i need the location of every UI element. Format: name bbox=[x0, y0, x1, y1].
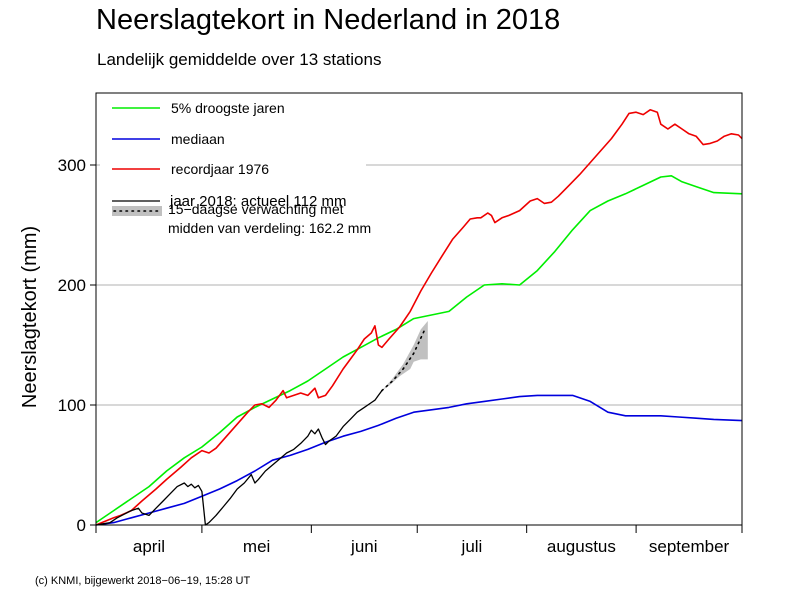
forecast-band bbox=[381, 321, 428, 391]
forecast-layer bbox=[381, 321, 428, 392]
plot-frame bbox=[95, 92, 743, 526]
y-tick-label: 100 bbox=[58, 396, 86, 415]
y-tick-label: 0 bbox=[77, 516, 86, 535]
axis-layer: 0 100 200 300 april mei juni juli augustus septem… bbox=[58, 156, 743, 556]
y-tick-label: 200 bbox=[58, 276, 86, 295]
legend-label-0: 5% droogste jaren bbox=[171, 100, 285, 116]
x-tick-label: juni bbox=[350, 537, 377, 556]
legend-swatch-forecast bbox=[112, 206, 162, 216]
legend-label-1: mediaan bbox=[171, 131, 225, 147]
series-line-0 bbox=[95, 175, 743, 524]
x-tick-label: september bbox=[649, 537, 730, 556]
series-line-3 bbox=[95, 390, 383, 526]
legend-label-forecast: 15−daagse verwachting met bbox=[168, 201, 344, 217]
y-tick-label: 300 bbox=[58, 156, 86, 175]
legend: 5% droogste jaren mediaan recordjaar 1976 j… bbox=[100, 96, 371, 241]
footer-note: (c) KNMI, bijgewerkt 2018−06−19, 15:28 U… bbox=[35, 575, 251, 587]
legend-label-forecast-line2: midden van verdeling: 162.2 mm bbox=[168, 220, 371, 236]
series-layer bbox=[95, 109, 743, 526]
x-tick-label: augustus bbox=[547, 537, 616, 556]
forecast-median-line bbox=[381, 329, 426, 392]
x-tick-label: april bbox=[133, 537, 165, 556]
legend-label-3: jaar 2018: actueel 112 mm bbox=[169, 193, 347, 210]
x-tick-label: juli bbox=[461, 537, 483, 556]
chart-subtitle: Landelijk gemiddelde over 13 stations bbox=[97, 50, 382, 69]
x-tick-label: mei bbox=[243, 537, 270, 556]
chart-title: Neerslagtekort in Nederland in 2018 bbox=[96, 4, 561, 36]
legend-label-2: recordjaar 1976 bbox=[171, 161, 269, 177]
series-line-2 bbox=[95, 109, 743, 526]
y-axis-label: Neerslagtekort (mm) bbox=[19, 226, 41, 408]
series-line-1 bbox=[95, 394, 743, 526]
